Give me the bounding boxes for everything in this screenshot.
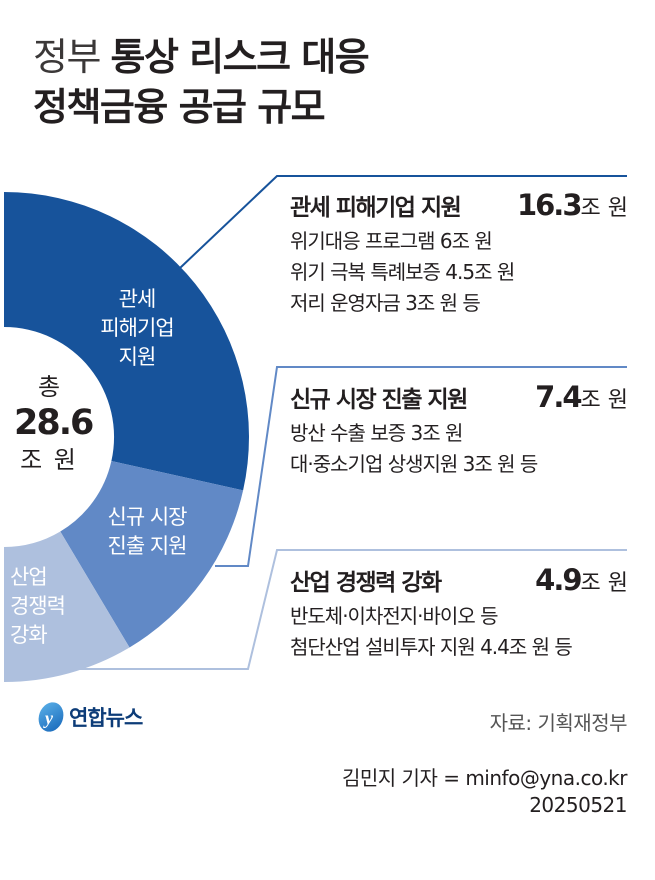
detail-block-industry: 산업 경쟁력 강화 4.9조 원 반도체·이차전지·바이오 등 첨단산업 설비투… [290,563,628,663]
label-line: 관세 [118,287,157,311]
label-line: 진출 지원 [107,534,188,558]
segment-label-1: 관세 피해기업 지원 [82,285,192,372]
chart-title: 정부 통상 리스크 대응 정책금융 공급 규모 [33,32,370,132]
label-line: 강화 [10,623,48,647]
publish-date: 20250521 [529,793,627,817]
detail-header: 신규 시장 진출 지원 7.4조 원 [290,380,628,418]
reporter-credit: 김민지 기자 = minfo@yna.co.kr [342,766,628,790]
detail-item: 방산 수출 보증 3조 원 [290,421,463,445]
detail-title: 관세 피해기업 지원 [290,195,462,221]
detail-title: 신규 시장 진출 지원 [290,387,468,413]
title-line-1: 정부 통상 리스크 대응 [33,32,370,82]
detail-item: 위기대응 프로그램 6조 원 [290,229,493,253]
credit: 김민지 기자 = minfo@yna.co.kr 20250521 [342,765,628,819]
total-unit: 조 원 [20,446,78,474]
detail-item: 저리 운영자금 3조 원 등 [290,291,481,315]
label-line: 신규 시장 [107,505,188,529]
amount-unit: 조 원 [580,196,628,221]
amount-value: 7.4 [535,380,582,414]
segment-label-3: 산업 경쟁력 강화 [10,563,80,650]
amount-unit: 조 원 [580,571,628,596]
detail-amount: 4.9조 원 [535,563,628,601]
svg-text:y: y [43,708,54,728]
detail-amount: 7.4조 원 [535,380,628,418]
detail-block-new-market: 신규 시장 진출 지원 7.4조 원 방산 수출 보증 3조 원 대·중소기업 … [290,380,628,480]
title-light: 정부 [33,35,101,79]
detail-header: 관세 피해기업 지원 16.3조 원 [290,188,628,226]
detail-amount: 16.3조 원 [517,188,628,226]
detail-block-tariff: 관세 피해기업 지원 16.3조 원 위기대응 프로그램 6조 원 위기 극복 … [290,188,628,319]
amount-unit: 조 원 [580,388,628,413]
detail-header: 산업 경쟁력 강화 4.9조 원 [290,563,628,601]
segment-label-2: 신규 시장 진출 지원 [92,503,202,561]
title-line-2: 정책금융 공급 규모 [33,85,326,129]
total-prefix: 총 [37,373,61,401]
detail-item: 반도체·이차전지·바이오 등 [290,604,498,628]
label-line: 피해기업 [100,316,174,340]
detail-title: 산업 경쟁력 강화 [290,570,442,596]
logo-text: 연합뉴스 [69,706,143,730]
label-line: 산업 [10,565,48,589]
amount-value: 16.3 [516,188,583,222]
total-label: 총 28.6 조 원 [14,372,94,476]
detail-item: 대·중소기업 상생지원 3조 원 등 [290,452,538,476]
segment-new-market [60,461,244,648]
amount-value: 4.9 [535,563,582,597]
detail-item: 첨단산업 설비투자 지원 4.4조 원 등 [290,635,573,659]
segment-industry-competitiveness [4,531,130,682]
leader-line-1 [179,175,627,269]
label-line: 지원 [118,345,157,369]
yonhap-logo-icon: y [38,702,64,732]
source-note: 자료: 기획재정부 [489,711,628,735]
detail-item: 위기 극복 특례보증 4.5조 원 [290,260,515,284]
yonhap-logo: y 연합뉴스 [36,700,143,734]
total-value: 28.6 [14,403,94,443]
leader-line-3 [80,549,627,670]
label-line: 경쟁력 [10,594,66,618]
segment-tariff-support [4,192,249,491]
leader-line-2 [215,366,627,567]
title-bold: 통상 리스크 대응 [110,35,370,79]
